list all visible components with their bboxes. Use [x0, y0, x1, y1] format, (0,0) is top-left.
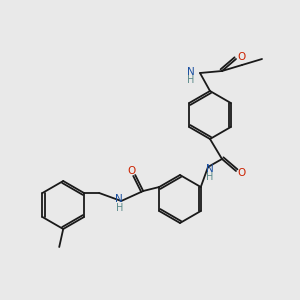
Text: H: H: [187, 75, 195, 85]
Text: O: O: [237, 168, 245, 178]
Text: O: O: [237, 52, 245, 62]
Text: O: O: [127, 166, 135, 176]
Text: H: H: [116, 203, 123, 213]
Text: N: N: [115, 194, 123, 204]
Text: N: N: [206, 164, 214, 174]
Text: H: H: [206, 172, 214, 182]
Text: N: N: [187, 67, 195, 77]
